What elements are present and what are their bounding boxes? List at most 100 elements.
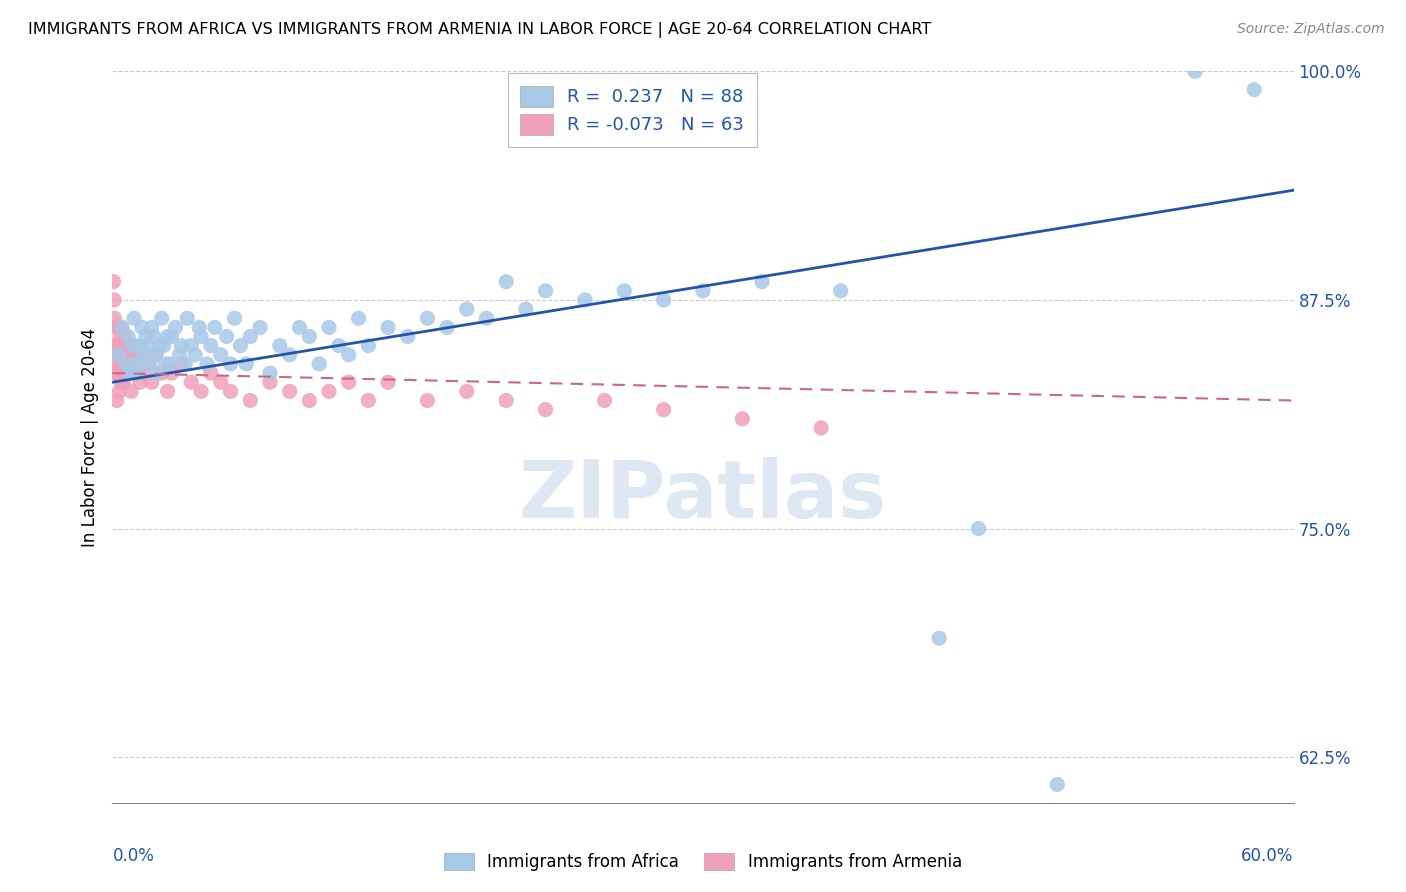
Point: [111, 348, 134, 362]
Point: [115, 338, 138, 352]
Point: [308, 357, 330, 371]
Point: [318, 320, 340, 334]
Point: [107, 338, 129, 352]
Point: [129, 338, 152, 352]
Point: [1046, 778, 1069, 792]
Point: [104, 366, 127, 380]
Point: [298, 329, 321, 343]
Point: [215, 329, 238, 343]
Y-axis label: In Labor Force | Age 20-64: In Labor Force | Age 20-64: [80, 327, 98, 547]
Point: [117, 357, 139, 371]
Point: [115, 366, 138, 380]
Point: [495, 275, 517, 289]
Point: [127, 366, 149, 380]
Point: [337, 376, 360, 390]
Point: [456, 384, 478, 399]
Point: [117, 329, 139, 343]
Point: [169, 348, 191, 362]
Point: [190, 384, 212, 399]
Point: [195, 357, 218, 371]
Point: [209, 348, 232, 362]
Point: [125, 357, 148, 371]
Point: [190, 329, 212, 343]
Point: [830, 284, 852, 298]
Point: [110, 376, 132, 390]
Point: [111, 320, 134, 334]
Point: [174, 357, 197, 371]
Point: [108, 357, 131, 371]
Point: [731, 412, 754, 426]
Point: [239, 329, 262, 343]
Point: [357, 393, 380, 408]
Point: [357, 338, 380, 352]
Point: [239, 393, 262, 408]
Point: [219, 357, 242, 371]
Point: [416, 311, 439, 326]
Point: [111, 338, 134, 352]
Point: [593, 393, 616, 408]
Point: [122, 338, 145, 352]
Legend: R =  0.237   N = 88, R = -0.073   N = 63: R = 0.237 N = 88, R = -0.073 N = 63: [508, 73, 756, 147]
Point: [107, 348, 129, 362]
Point: [129, 376, 152, 390]
Point: [170, 357, 193, 371]
Point: [149, 338, 172, 352]
Point: [120, 384, 142, 399]
Point: [156, 329, 179, 343]
Point: [416, 393, 439, 408]
Point: [104, 338, 127, 352]
Point: [377, 320, 399, 334]
Point: [165, 320, 187, 334]
Point: [456, 302, 478, 317]
Point: [278, 384, 301, 399]
Point: [259, 376, 281, 390]
Point: [180, 338, 202, 352]
Point: [1243, 83, 1265, 97]
Text: Source: ZipAtlas.com: Source: ZipAtlas.com: [1237, 22, 1385, 37]
Text: 60.0%: 60.0%: [1241, 847, 1294, 864]
Point: [396, 329, 419, 343]
Point: [141, 320, 163, 334]
Text: ZIPatlas: ZIPatlas: [519, 457, 887, 534]
Point: [122, 311, 145, 326]
Point: [136, 357, 159, 371]
Point: [200, 366, 222, 380]
Text: 0.0%: 0.0%: [112, 847, 155, 864]
Point: [288, 320, 311, 334]
Point: [103, 275, 125, 289]
Point: [103, 293, 125, 307]
Point: [110, 320, 132, 334]
Point: [184, 348, 207, 362]
Point: [751, 275, 773, 289]
Point: [146, 366, 169, 380]
Point: [160, 329, 183, 343]
Point: [145, 348, 167, 362]
Point: [967, 522, 990, 536]
Point: [132, 366, 155, 380]
Point: [152, 338, 174, 352]
Point: [337, 348, 360, 362]
Point: [105, 320, 128, 334]
Point: [150, 311, 173, 326]
Point: [652, 402, 675, 417]
Point: [114, 357, 136, 371]
Point: [235, 357, 257, 371]
Point: [141, 376, 163, 390]
Point: [159, 357, 181, 371]
Point: [105, 393, 128, 408]
Point: [110, 357, 132, 371]
Point: [136, 338, 159, 352]
Point: [115, 357, 138, 371]
Point: [105, 348, 128, 362]
Point: [188, 320, 211, 334]
Point: [209, 376, 232, 390]
Point: [298, 393, 321, 408]
Point: [229, 338, 252, 352]
Point: [278, 348, 301, 362]
Point: [120, 366, 142, 380]
Point: [219, 384, 242, 399]
Point: [131, 348, 153, 362]
Point: [1125, 851, 1147, 865]
Point: [108, 384, 131, 399]
Point: [112, 329, 135, 343]
